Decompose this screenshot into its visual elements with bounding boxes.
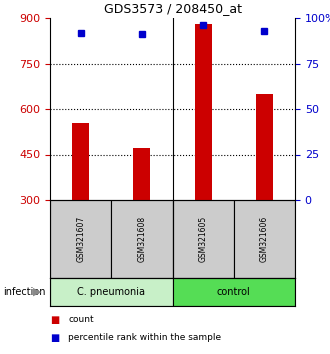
Text: count: count: [68, 315, 94, 325]
Text: ■: ■: [50, 333, 59, 343]
Text: ▶: ▶: [33, 287, 41, 297]
Text: percentile rank within the sample: percentile rank within the sample: [68, 333, 221, 343]
Text: GSM321607: GSM321607: [76, 216, 85, 262]
Bar: [72, 122, 89, 200]
Text: GSM321605: GSM321605: [199, 216, 208, 262]
Bar: [256, 94, 273, 200]
Bar: [133, 148, 150, 200]
Text: control: control: [217, 287, 250, 297]
Text: C. pneumonia: C. pneumonia: [77, 287, 145, 297]
Bar: [50, 278, 173, 306]
Bar: [195, 24, 212, 200]
Bar: [234, 200, 295, 278]
Bar: [111, 200, 173, 278]
Bar: [173, 200, 234, 278]
Bar: [173, 278, 295, 306]
Text: GSM321608: GSM321608: [137, 216, 147, 262]
Text: GSM321606: GSM321606: [260, 216, 269, 262]
Text: infection: infection: [3, 287, 46, 297]
Text: ■: ■: [50, 315, 59, 325]
Title: GDS3573 / 208450_at: GDS3573 / 208450_at: [104, 2, 242, 16]
Bar: [50, 200, 111, 278]
